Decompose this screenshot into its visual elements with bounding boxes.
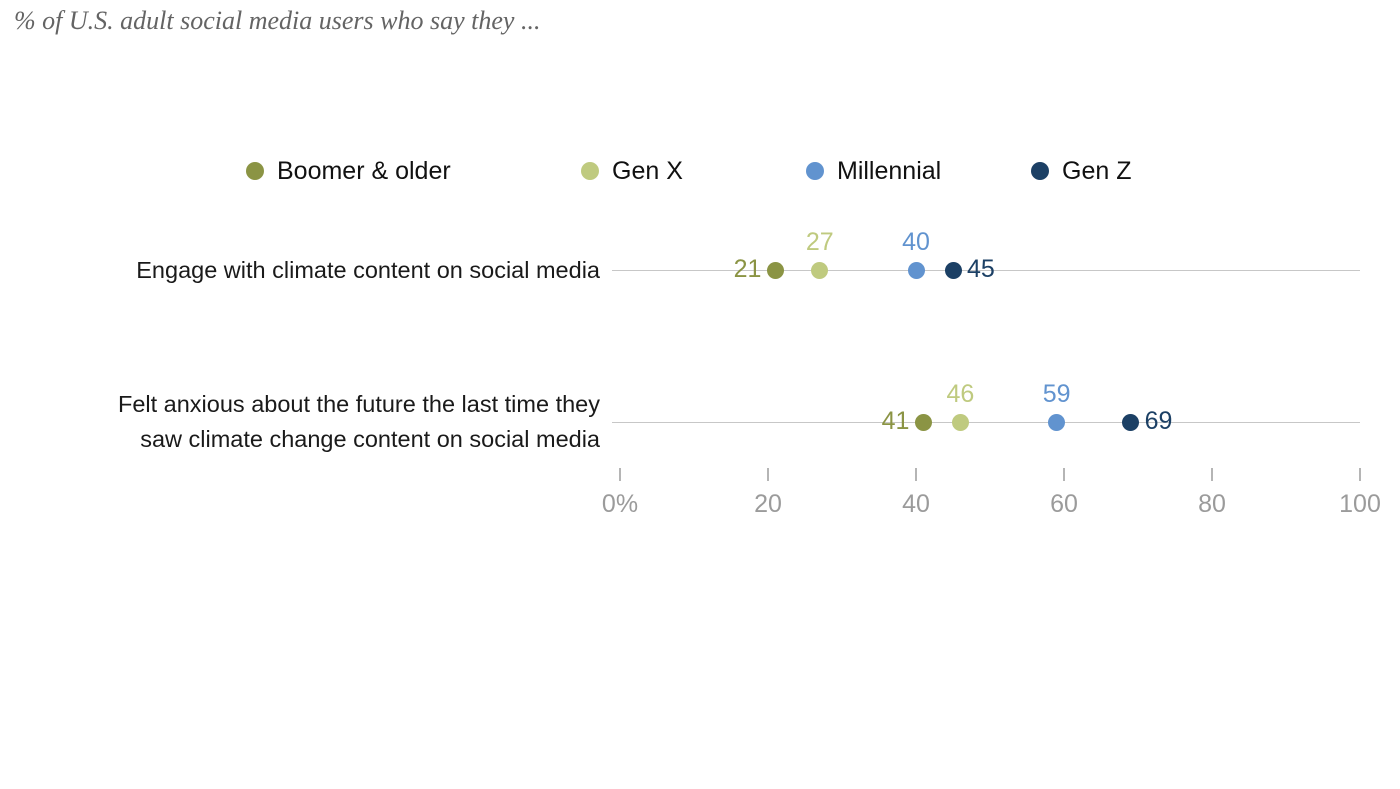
value-label: 46 bbox=[946, 380, 975, 408]
axis-tick bbox=[1359, 468, 1361, 481]
legend-dot-icon bbox=[806, 162, 824, 180]
legend-label: Gen X bbox=[612, 156, 683, 185]
chart-title: % of U.S. adult social media users who s… bbox=[14, 6, 541, 35]
data-point-millennial bbox=[1048, 413, 1066, 431]
legend-label: Gen Z bbox=[1062, 156, 1132, 185]
value-label: 59 bbox=[1042, 380, 1071, 408]
row-baseline bbox=[612, 422, 1360, 423]
axis-tick-label: 0% bbox=[601, 490, 639, 518]
value-label: 41 bbox=[881, 407, 910, 435]
category-label-line: Felt anxious about the future the last t… bbox=[117, 391, 600, 417]
axis-tick bbox=[1063, 468, 1065, 481]
legend-item-boomer-older: Boomer & older bbox=[246, 157, 451, 185]
axis-tick-label: 100 bbox=[1339, 490, 1381, 518]
axis-tick-label: 80 bbox=[1198, 490, 1226, 518]
data-point-gen-x bbox=[811, 261, 829, 279]
data-point-millennial bbox=[907, 261, 925, 279]
data-point-boomer-older bbox=[766, 261, 784, 279]
legend-label: Boomer & older bbox=[277, 156, 451, 185]
category-label-line: saw climate change content on social med… bbox=[140, 426, 600, 452]
axis-tick bbox=[915, 468, 917, 481]
category-label: Engage with climate content on social me… bbox=[136, 253, 600, 288]
axis-tick-label: 40 bbox=[902, 490, 930, 518]
legend-dot-icon bbox=[1031, 162, 1049, 180]
value-label: 21 bbox=[733, 255, 762, 283]
data-point-boomer-older bbox=[914, 413, 932, 431]
data-point-gen-z bbox=[1122, 413, 1140, 431]
legend-item-gen-z: Gen Z bbox=[1031, 157, 1131, 185]
axis-tick bbox=[1211, 468, 1213, 481]
row-baseline bbox=[612, 270, 1360, 271]
axis-tick bbox=[619, 468, 621, 481]
data-point-gen-x bbox=[951, 413, 969, 431]
value-label: 27 bbox=[805, 228, 834, 256]
legend-item-gen-x: Gen X bbox=[581, 157, 683, 185]
axis-tick-label: 60 bbox=[1050, 490, 1078, 518]
category-label: Felt anxious about the future the last t… bbox=[118, 387, 600, 457]
legend-dot-icon bbox=[581, 162, 599, 180]
axis-tick-label: 20 bbox=[754, 490, 782, 518]
category-label-line: Engage with climate content on social me… bbox=[136, 257, 600, 283]
value-label: 40 bbox=[902, 228, 930, 256]
data-point-gen-z bbox=[944, 261, 962, 279]
legend-dot-icon bbox=[246, 162, 264, 180]
legend-label: Millennial bbox=[837, 156, 942, 185]
axis-tick bbox=[767, 468, 769, 481]
legend-item-millennial: Millennial bbox=[806, 157, 941, 185]
value-label: 45 bbox=[967, 255, 995, 283]
value-label: 69 bbox=[1144, 407, 1173, 435]
